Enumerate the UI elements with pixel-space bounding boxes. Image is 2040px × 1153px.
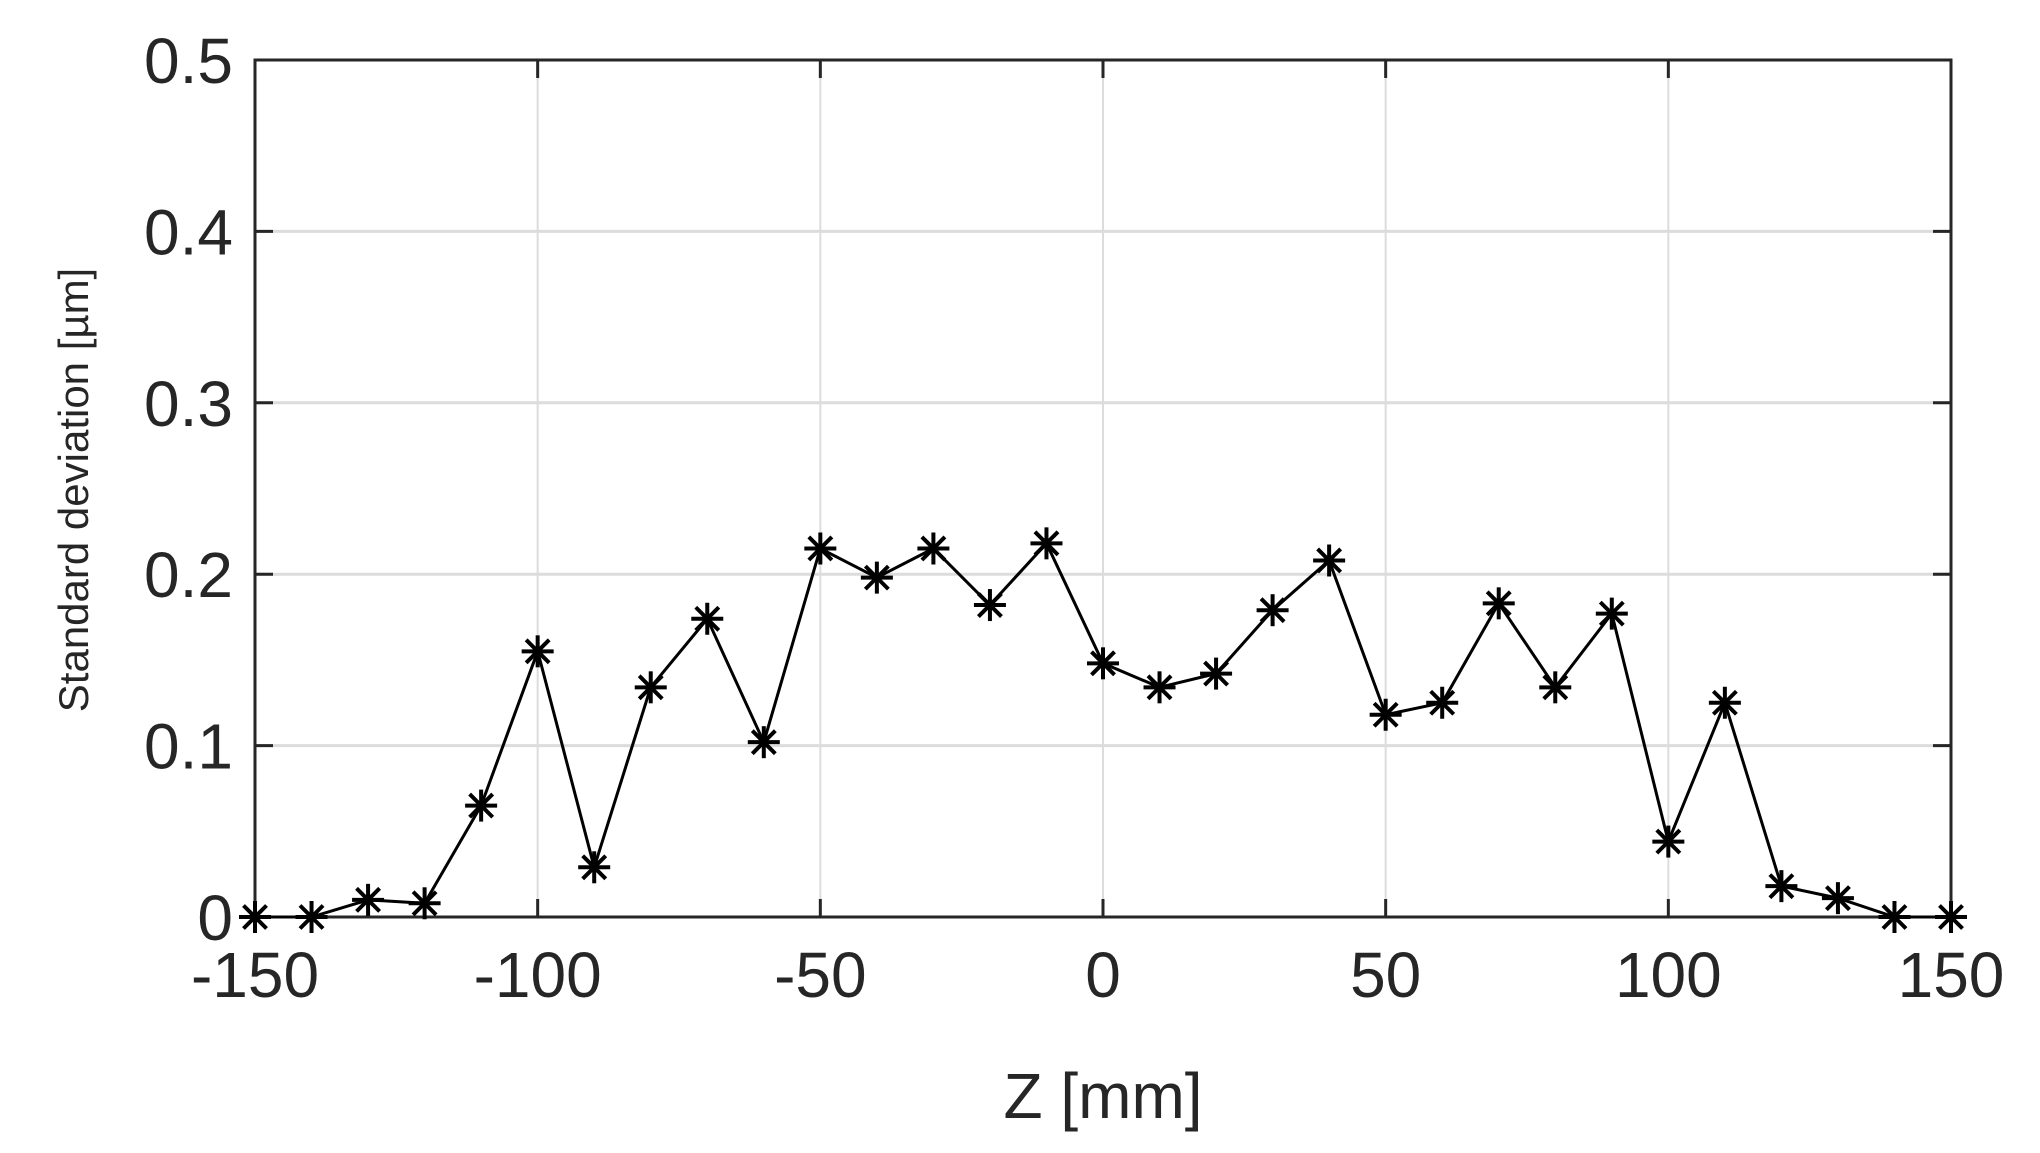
- asterisk-marker: [634, 671, 667, 704]
- asterisk-marker: [1652, 825, 1685, 858]
- x-tick-label: 100: [1615, 939, 1722, 1011]
- y-tick-label: 0.5: [144, 25, 233, 97]
- y-tick-label: 0.3: [144, 368, 233, 440]
- asterisk-marker: [1426, 686, 1459, 719]
- asterisk-marker: [578, 851, 611, 884]
- asterisk-marker: [917, 532, 950, 565]
- asterisk-marker: [1482, 587, 1515, 620]
- x-tick-label: 0: [1085, 939, 1121, 1011]
- asterisk-marker: [239, 901, 271, 933]
- x-tick-label: -150: [191, 939, 319, 1011]
- x-axis-label: Z [mm]: [1003, 1060, 1202, 1132]
- x-tick-label: 150: [1898, 939, 2005, 1011]
- x-tick-label: -100: [474, 939, 602, 1011]
- plot-area-border: [253, 58, 1953, 919]
- y-tick-label: 0: [197, 882, 233, 954]
- asterisk-marker: [1256, 594, 1289, 627]
- asterisk-marker: [1030, 527, 1063, 560]
- data-markers: [239, 527, 1967, 933]
- asterisk-marker: [691, 602, 724, 635]
- asterisk-marker: [1143, 671, 1176, 704]
- x-tick-label: 50: [1350, 939, 1421, 1011]
- asterisk-marker: [804, 532, 837, 565]
- asterisk-marker: [1708, 686, 1741, 719]
- asterisk-marker: [1369, 698, 1402, 731]
- y-tick-labels: 0 0.1 0.2 0.3 0.4 0.5: [144, 25, 233, 954]
- asterisk-marker: [747, 726, 780, 759]
- asterisk-marker: [465, 789, 498, 822]
- asterisk-marker: [352, 883, 385, 916]
- x-tick-label: -50: [774, 939, 867, 1011]
- asterisk-marker: [1878, 901, 1911, 933]
- x-tick-labels: -150 -100 -50 0 50 100 150: [191, 939, 2004, 1011]
- y-tick-label: 0.1: [144, 711, 233, 783]
- asterisk-marker: [1087, 647, 1119, 680]
- asterisk-marker: [521, 635, 554, 668]
- asterisk-marker: [1765, 870, 1798, 903]
- asterisk-marker: [1821, 882, 1854, 915]
- asterisk-marker: [860, 561, 893, 594]
- y-tick-label: 0.2: [144, 539, 233, 611]
- asterisk-marker: [1200, 657, 1233, 690]
- asterisk-marker: [1539, 671, 1572, 704]
- asterisk-marker: [1313, 544, 1346, 577]
- y-tick-label: 0.4: [144, 196, 233, 268]
- asterisk-marker: [1595, 597, 1628, 630]
- asterisk-marker: [408, 887, 441, 920]
- asterisk-marker: [973, 589, 1006, 622]
- asterisk-marker: [295, 901, 328, 933]
- y-axis-label: Standard deviation [µm]: [50, 268, 97, 712]
- asterisk-marker: [1935, 901, 1967, 933]
